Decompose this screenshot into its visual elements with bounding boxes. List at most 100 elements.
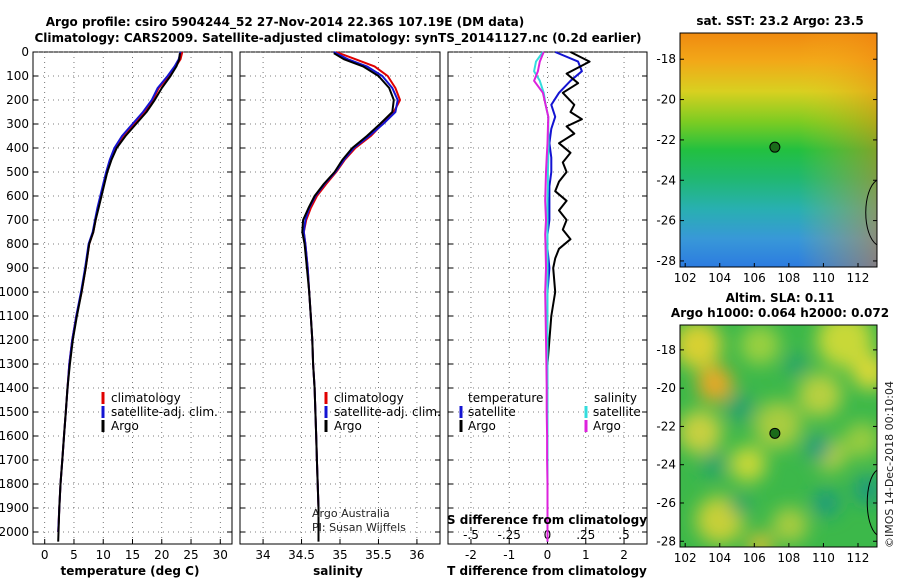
salinity-series <box>301 51 401 542</box>
sla-map-frame <box>679 324 878 548</box>
y-tick-label: 0 <box>21 45 29 59</box>
map-x-tick-label: 112 <box>847 551 870 565</box>
legend-label-t-satellite: satellite <box>468 405 516 419</box>
sla-map-subtitle: Argo h1000: 0.064 h2000: 0.072 <box>671 306 889 320</box>
x-tick-label: -2 <box>465 548 477 562</box>
sla-map: Altim. SLA: 0.11 Argo h1000: 0.064 h2000… <box>656 291 889 565</box>
x-tick-label: 34 <box>255 548 270 562</box>
x-tick-label: 30 <box>213 548 228 562</box>
x-tick-label: 36 <box>409 548 424 562</box>
series-line-s-argo <box>533 51 550 542</box>
y-tick-label: 2000 <box>0 525 29 539</box>
map-y-tick-label: -28 <box>656 254 676 268</box>
series-line-argo <box>57 53 181 542</box>
legend-label-t-argo: Argo <box>468 419 496 433</box>
map-y-tick-label: -26 <box>656 214 676 228</box>
difference-series <box>533 51 591 542</box>
credit-text: ©IMOS 14-Dec-2018 00:10:04 <box>883 381 896 548</box>
s-tick-label: .25 <box>576 528 595 542</box>
sla-map-title: Altim. SLA: 0.11 <box>726 291 835 305</box>
sst-map-x-ticks: 102 104 106 108 110 112 <box>674 263 870 285</box>
y-tick-label: 1900 <box>0 501 29 515</box>
annotation-argo-australia: Argo Australia <box>312 507 390 520</box>
depth-y-ticks: 0 100 200 300 400 500 600 700 800 900 1000 1100 1200… <box>0 45 29 539</box>
figure-title: Argo profile: csiro 5904244_52 27-Nov-20… <box>46 15 525 30</box>
temperature-panel: 0 5 10 15 20 25 30 0 100 200 300 400 500 600 700 800 90… <box>0 45 233 578</box>
sla-eddies <box>680 325 877 547</box>
legend-label-argo: Argo <box>111 419 139 433</box>
map-x-tick-label: 110 <box>812 551 835 565</box>
s-tick-label: -.25 <box>498 528 521 542</box>
map-y-tick-label: -18 <box>656 343 676 357</box>
temperature-x-label: temperature (deg C) <box>61 564 200 578</box>
map-y-tick-label: -26 <box>656 496 676 510</box>
x-tick-label: 15 <box>125 548 140 562</box>
y-tick-label: 1600 <box>0 429 29 443</box>
s-tick-label: .5 <box>618 528 629 542</box>
legend-label-s-satellite: satellite <box>593 405 641 419</box>
y-tick-label: 300 <box>6 117 29 131</box>
y-tick-label: 1300 <box>0 357 29 371</box>
x-tick-label: -1 <box>503 548 515 562</box>
y-tick-label: 900 <box>6 261 29 275</box>
map-y-tick-label: -28 <box>656 534 676 548</box>
map-x-tick-label: 108 <box>777 271 800 285</box>
legend-label-satellite: satellite-adj. clim. <box>111 405 218 419</box>
x-tick-label: 25 <box>183 548 198 562</box>
map-y-tick-label: -24 <box>656 173 676 187</box>
legend-label-argo: Argo <box>334 419 362 433</box>
map-x-tick-label: 104 <box>708 271 731 285</box>
y-tick-label: 1200 <box>0 333 29 347</box>
difference-legend: temperature satellite Argo salinity sate… <box>459 391 641 433</box>
legend-label-s-argo: Argo <box>593 419 621 433</box>
map-x-tick-label: 112 <box>847 271 870 285</box>
series-line-t-argo <box>546 51 591 542</box>
y-tick-label: 600 <box>6 189 29 203</box>
legend-label-satellite: satellite-adj. clim. <box>334 405 441 419</box>
map-x-tick-label: 110 <box>812 271 835 285</box>
figure-subtitle: Climatology: CARS2009. Satellite-adjuste… <box>34 31 641 46</box>
x-tick-label: 35.5 <box>365 548 392 562</box>
salinity-panel: 34 34.5 35 35.5 36 salinity climatology sate… <box>239 51 441 578</box>
x-tick-label: 1 <box>582 548 590 562</box>
map-x-tick-label: 106 <box>743 271 766 285</box>
salinity-x-ticks: 34 34.5 35 35.5 36 <box>255 548 424 562</box>
s-difference-x-label: S difference from climatology <box>447 513 647 527</box>
legend-title-salinity: salinity <box>594 391 637 405</box>
y-tick-label: 1100 <box>0 309 29 323</box>
y-tick-label: 200 <box>6 93 29 107</box>
x-tick-label: 35 <box>332 548 347 562</box>
x-tick-label: 5 <box>70 548 78 562</box>
map-y-tick-label: -22 <box>656 419 676 433</box>
sla-map-x-ticks: 102 104 106 108 110 112 <box>674 543 870 565</box>
sst-contour <box>865 179 877 246</box>
salinity-legend: climatology satellite-adj. clim. Argo <box>324 391 441 433</box>
map-y-tick-label: -20 <box>656 93 676 107</box>
y-tick-label: 400 <box>6 141 29 155</box>
map-y-tick-label: -20 <box>656 381 676 395</box>
argo-position-marker <box>769 427 781 439</box>
x-tick-label: 0 <box>544 548 552 562</box>
y-tick-label: 800 <box>6 237 29 251</box>
map-x-tick-label: 102 <box>674 271 697 285</box>
temperature-x-ticks: 0 5 10 15 20 25 30 <box>41 548 228 562</box>
y-tick-label: 1000 <box>0 285 29 299</box>
y-tick-label: 1800 <box>0 477 29 491</box>
salinity-grid <box>240 51 440 544</box>
y-tick-label: 700 <box>6 213 29 227</box>
sst-map: sat. SST: 23.2 Argo: 23.5 102 104 106 108 11… <box>656 14 878 285</box>
temperature-legend: climatology satellite-adj. clim. Argo <box>101 391 218 433</box>
temperature-grid <box>33 51 232 544</box>
map-x-tick-label: 104 <box>708 551 731 565</box>
x-tick-label: 2 <box>620 548 628 562</box>
difference-panel: -2 -1 0 1 2 -.5 -.25 0 .25 .5 T difference from … <box>447 51 648 578</box>
x-tick-label: 0 <box>41 548 49 562</box>
y-tick-label: 1400 <box>0 381 29 395</box>
t-difference-x-ticks: -2 -1 0 1 2 <box>465 548 628 562</box>
s-tick-label: -.5 <box>463 528 479 542</box>
legend-label-climatology: climatology <box>334 391 404 405</box>
map-y-tick-label: -22 <box>656 133 676 147</box>
map-x-tick-label: 102 <box>674 551 697 565</box>
map-y-tick-label: -24 <box>656 458 676 472</box>
